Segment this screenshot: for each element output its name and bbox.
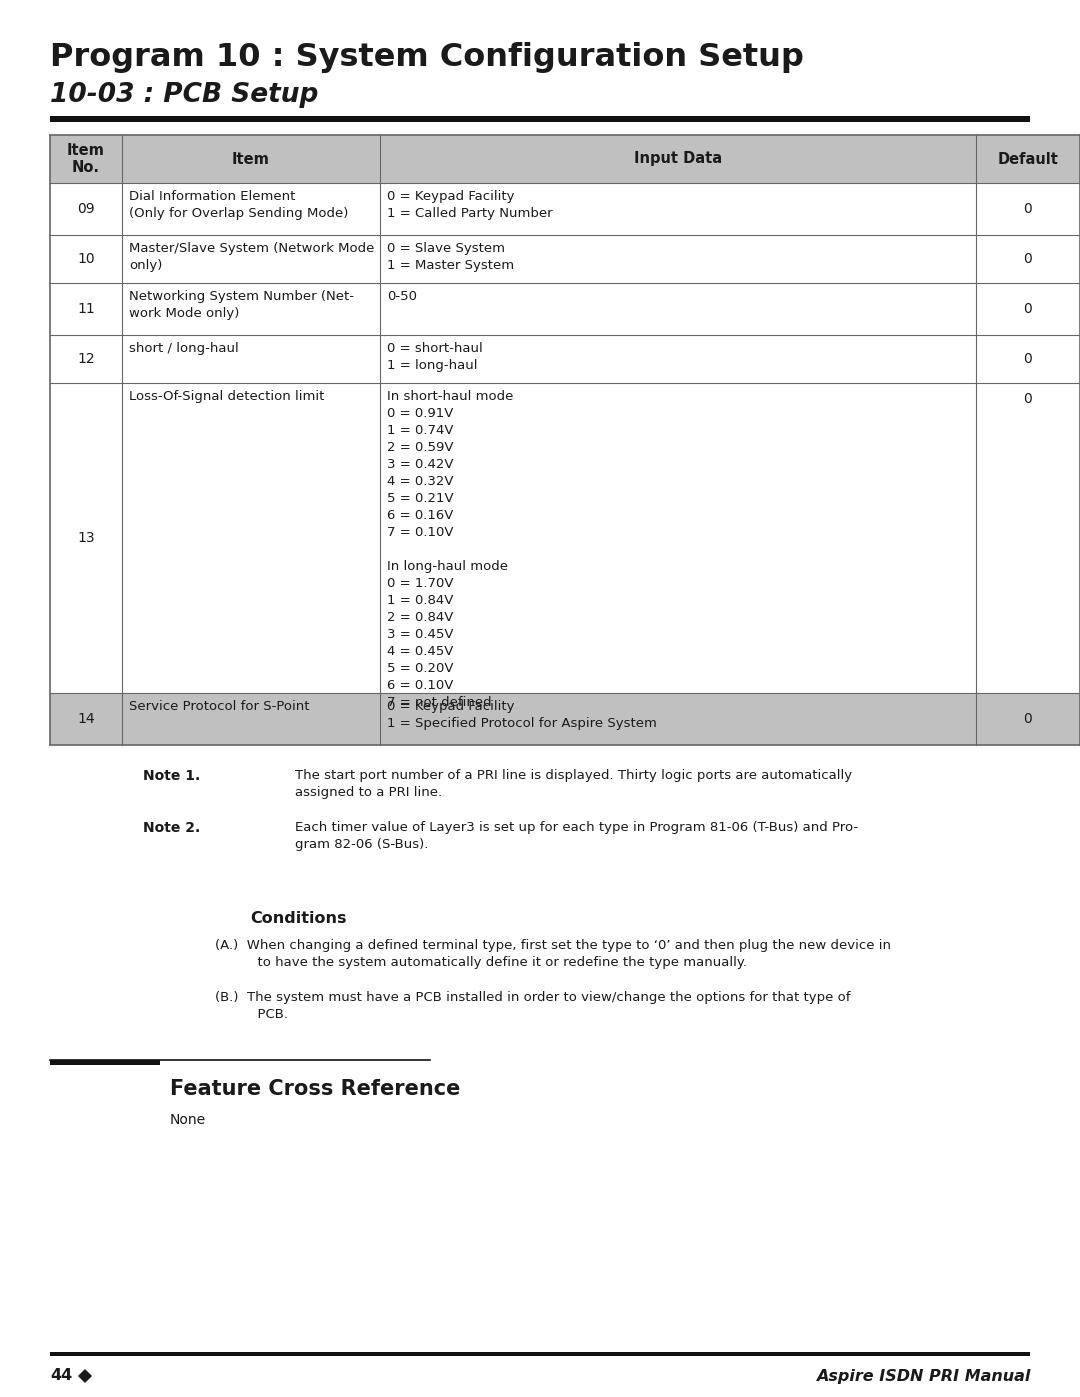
Text: None: None: [170, 1113, 206, 1127]
Text: Networking System Number (Net-
work Mode only): Networking System Number (Net- work Mode…: [129, 291, 354, 320]
Text: The start port number of a PRI line is displayed. Thirty logic ports are automat: The start port number of a PRI line is d…: [295, 768, 852, 799]
Text: Master/Slave System (Network Mode
only): Master/Slave System (Network Mode only): [129, 242, 375, 272]
Text: Conditions: Conditions: [249, 911, 347, 926]
Text: 0: 0: [1024, 251, 1032, 265]
Text: 0 = Keypad Facility
1 = Specified Protocol for Aspire System: 0 = Keypad Facility 1 = Specified Protoc…: [387, 700, 657, 731]
Bar: [50, 1060, 160, 1065]
Text: (A.)  When changing a defined terminal type, first set the type to ‘0’ and then : (A.) When changing a defined terminal ty…: [215, 939, 891, 970]
Text: 09: 09: [77, 203, 95, 217]
Bar: [50, 116, 1030, 122]
Text: Loss-Of-Signal detection limit: Loss-Of-Signal detection limit: [129, 390, 324, 402]
Text: Aspire ISDN PRI Manual: Aspire ISDN PRI Manual: [815, 1369, 1030, 1383]
Text: 0 = Slave System
1 = Master System: 0 = Slave System 1 = Master System: [387, 242, 514, 272]
Bar: [50, 335, 1080, 383]
Text: 13: 13: [77, 531, 95, 545]
Text: 11: 11: [77, 302, 95, 316]
Text: 10: 10: [77, 251, 95, 265]
Text: 0: 0: [1024, 393, 1032, 407]
Text: 0 = Keypad Facility
1 = Called Party Number: 0 = Keypad Facility 1 = Called Party Num…: [387, 190, 553, 219]
Text: short / long-haul: short / long-haul: [129, 342, 239, 355]
Text: (B.)  The system must have a PCB installed in order to view/change the options f: (B.) The system must have a PCB installe…: [215, 990, 851, 1021]
Text: Default: Default: [998, 151, 1058, 166]
Bar: [50, 235, 1080, 284]
Bar: [50, 284, 1080, 335]
Text: Input Data: Input Data: [634, 151, 723, 166]
Polygon shape: [78, 1369, 92, 1383]
Text: Dial Information Element
(Only for Overlap Sending Mode): Dial Information Element (Only for Overl…: [129, 190, 349, 219]
Text: 0: 0: [1024, 302, 1032, 316]
Text: Feature Cross Reference: Feature Cross Reference: [170, 1078, 460, 1099]
Text: Item: Item: [232, 151, 270, 166]
Text: 14: 14: [77, 712, 95, 726]
Text: 0: 0: [1024, 352, 1032, 366]
Text: 0: 0: [1024, 203, 1032, 217]
Text: 0 = short-haul
1 = long-haul: 0 = short-haul 1 = long-haul: [387, 342, 483, 372]
Text: Program 10 : System Configuration Setup: Program 10 : System Configuration Setup: [50, 42, 804, 73]
Text: In short-haul mode
0 = 0.91V
1 = 0.74V
2 = 0.59V
3 = 0.42V
4 = 0.32V
5 = 0.21V
6: In short-haul mode 0 = 0.91V 1 = 0.74V 2…: [387, 390, 513, 710]
Bar: [50, 693, 1080, 745]
Text: 10-03 : PCB Setup: 10-03 : PCB Setup: [50, 82, 319, 108]
Text: 44: 44: [50, 1369, 72, 1383]
Text: 0-50: 0-50: [387, 291, 417, 303]
Text: Item
No.: Item No.: [67, 142, 105, 175]
Text: Each timer value of Layer3 is set up for each type in Program 81-06 (T-Bus) and : Each timer value of Layer3 is set up for…: [295, 821, 859, 851]
Bar: [50, 136, 1080, 183]
Text: 12: 12: [77, 352, 95, 366]
Text: Note 1.: Note 1.: [143, 768, 200, 782]
Text: Service Protocol for S-Point: Service Protocol for S-Point: [129, 700, 310, 712]
Bar: [50, 1352, 1030, 1356]
Bar: [50, 183, 1080, 235]
Bar: [50, 383, 1080, 693]
Text: 0: 0: [1024, 712, 1032, 726]
Text: Note 2.: Note 2.: [143, 821, 200, 835]
